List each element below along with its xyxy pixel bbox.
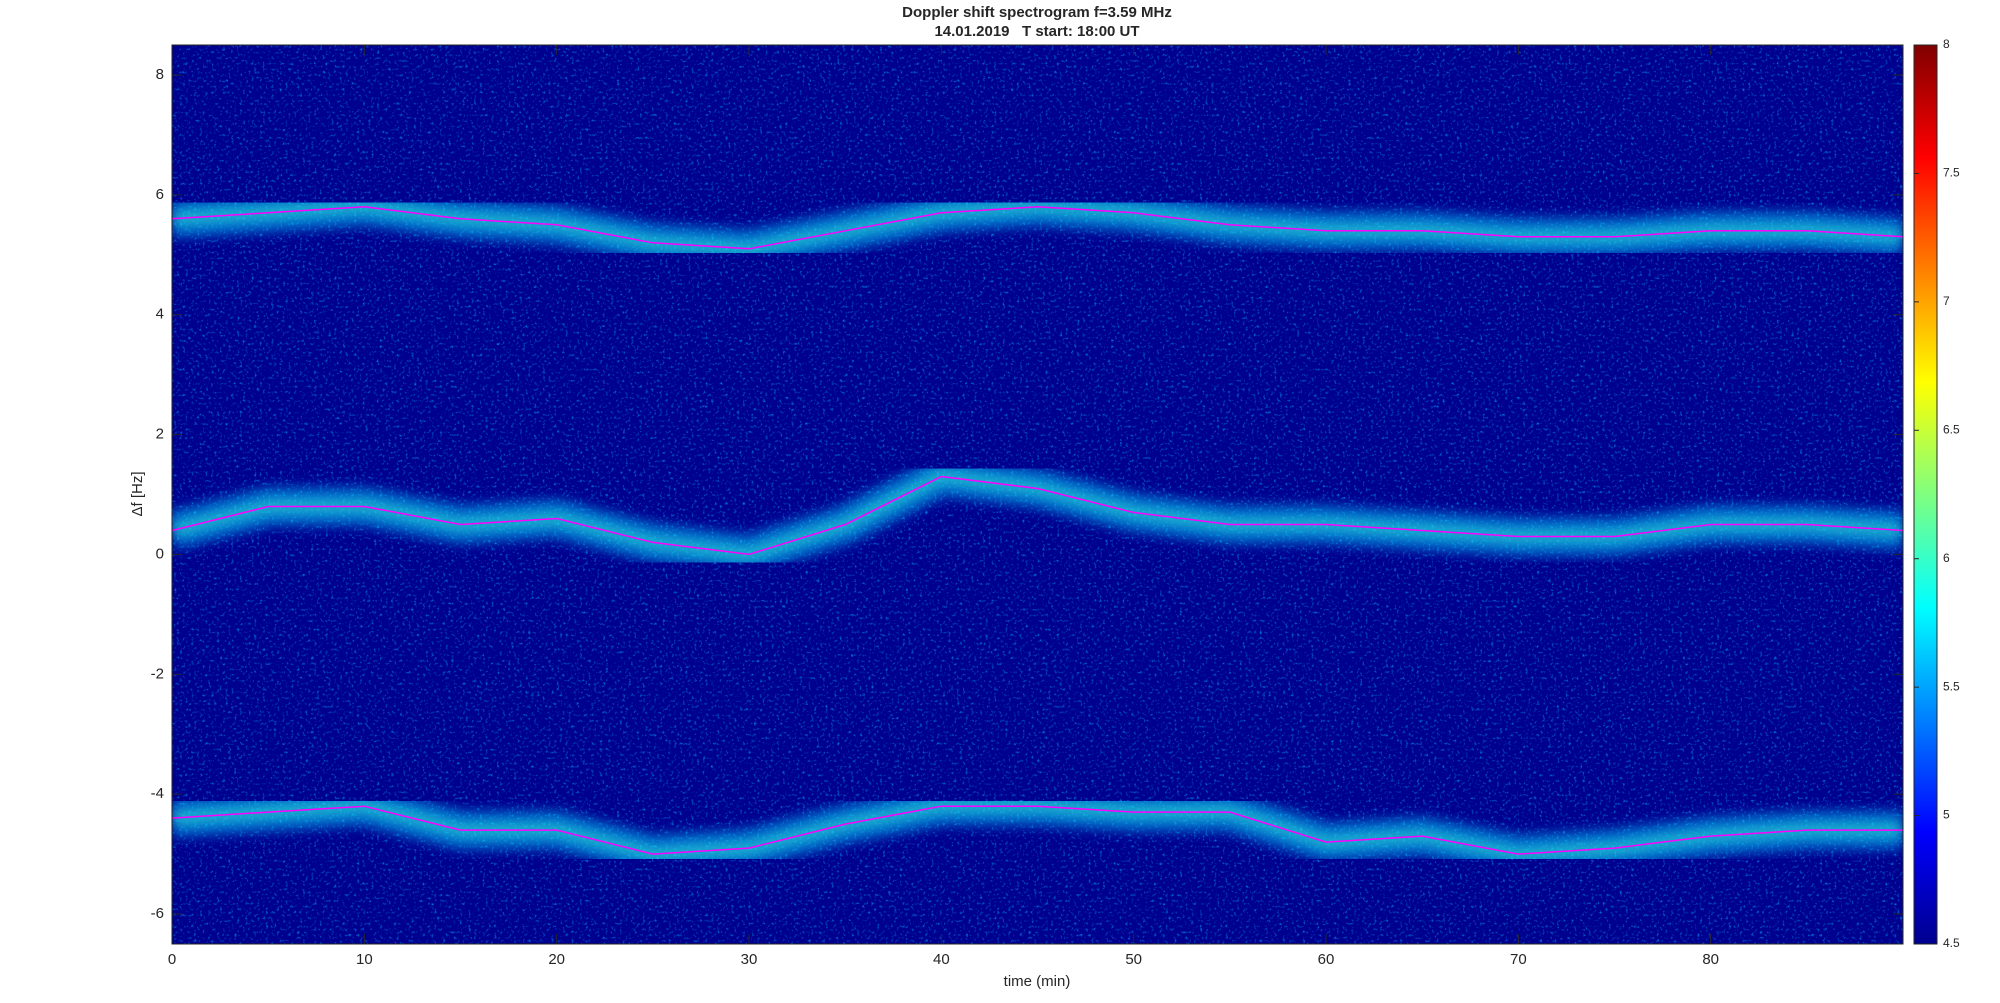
colorbar-tick-label: 7 [1943,294,1950,308]
x-tick-label: 0 [168,951,176,968]
y-tick-label: -6 [151,905,164,922]
x-tick-label: 20 [548,951,565,968]
chart-title: Doppler shift spectrogram f=3.59 MHz [902,4,1172,21]
y-axis-label: Δf [Hz] [129,471,146,516]
y-tick-label: 2 [156,426,164,443]
x-tick-label: 30 [741,951,758,968]
colorbar-tick-label: 7.5 [1943,166,1960,180]
x-tick-label: 60 [1318,951,1335,968]
y-tick-label: -4 [151,785,164,802]
colorbar-tick-label: 5 [1943,808,1950,822]
colorbar [1913,44,1938,945]
y-tick-label: -2 [151,665,164,682]
y-tick-label: 0 [156,545,164,562]
x-axis-label: time (min) [1004,973,1071,990]
plot-frame [171,44,1904,945]
colorbar-tick-label: 4.5 [1943,936,1960,950]
colorbar-tick-label: 6 [1943,551,1950,565]
x-tick-label: 40 [933,951,950,968]
x-tick-label: 80 [1702,951,1719,968]
trace-line [172,206,1903,250]
colorbar-tick-label: 6.5 [1943,422,1960,436]
trace-line [172,805,1903,855]
y-tick-label: 6 [156,186,164,203]
colorbar-tick-label: 5.5 [1943,679,1960,693]
plot-area [172,45,1903,944]
chart-subtitle: 14.01.2019 T start: 18:00 UT [934,23,1139,40]
x-tick-label: 50 [1125,951,1142,968]
y-tick-label: 8 [156,66,164,83]
y-tick-label: 4 [156,306,164,323]
colorbar-tick-label: 8 [1943,37,1950,51]
trace-line [172,475,1903,556]
x-tick-label: 10 [356,951,373,968]
x-tick-label: 70 [1510,951,1527,968]
